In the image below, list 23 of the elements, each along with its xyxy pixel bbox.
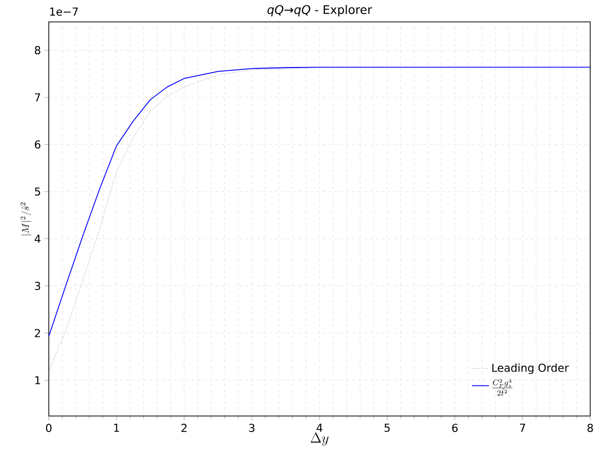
chart-title: qQ→qQ - Explorer xyxy=(267,4,372,16)
x-tick-label: 8 xyxy=(588,424,593,432)
y-tick-label: 6 xyxy=(34,140,40,149)
x-tick-label: 6 xyxy=(452,424,458,432)
text: 1e−7 xyxy=(50,8,78,16)
x-tick-label: 1 xyxy=(114,424,119,432)
x-tick-label: 2 xyxy=(181,424,187,432)
x-axis-title: $\Delta y$ xyxy=(310,432,328,446)
y-tick-label: 1 xyxy=(35,376,40,384)
y-tick-label: 5 xyxy=(34,188,40,196)
legend-label: $\frac{C_F^2 g_s^4}{2\hat{t}^2}$ xyxy=(492,379,512,396)
x-tick-label: 0 xyxy=(46,424,52,432)
y-tick-label: 7 xyxy=(35,93,40,102)
x-tick-label: 4 xyxy=(316,424,322,432)
y-tick-label: 4 xyxy=(34,234,40,243)
x-tick-label: 5 xyxy=(384,424,390,432)
y-axis-title: $|M|^2/\hat{s}^2$ xyxy=(20,202,32,236)
x-tick-label: 7 xyxy=(520,424,526,432)
x-tick-label: 3 xyxy=(249,424,254,432)
y-tick-label: 3 xyxy=(34,282,40,290)
legend-label: Leading Order xyxy=(492,364,569,374)
y-tick-label: 2 xyxy=(34,329,40,338)
y-tick-label: 8 xyxy=(34,46,40,54)
